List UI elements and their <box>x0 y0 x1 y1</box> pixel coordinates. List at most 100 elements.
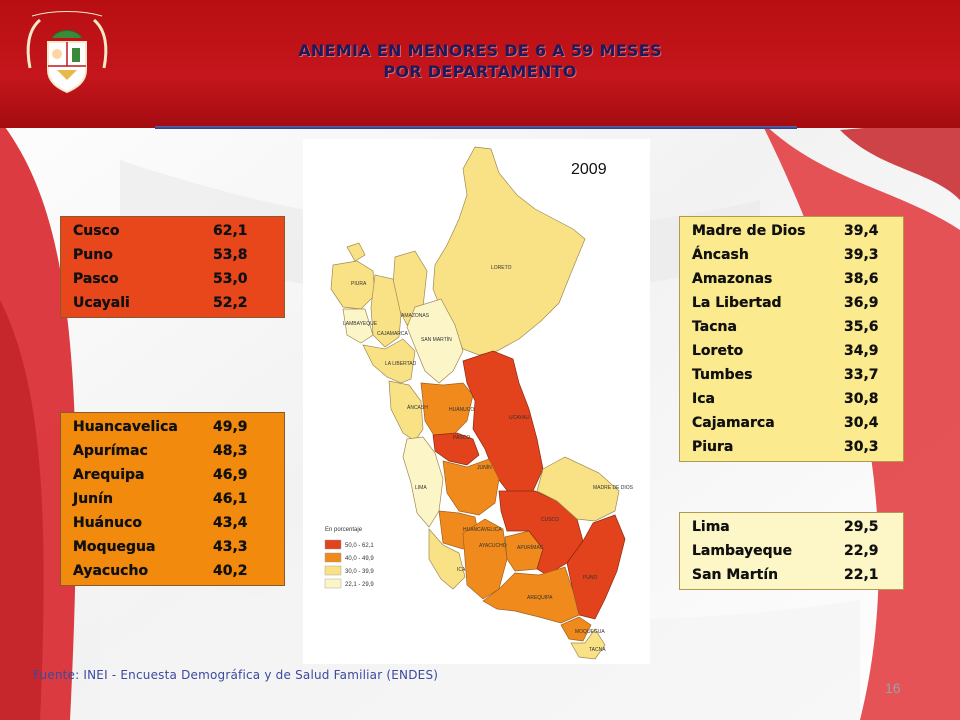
region-loreto <box>432 146 586 356</box>
department-name: Ucayali <box>73 295 130 311</box>
table-row: Piura 30,3 <box>680 435 903 459</box>
table-row: Moquegua 43,3 <box>61 535 284 559</box>
table-mid-high: Huancavelica 49,9 Apurímac 48,3 Arequipa 46,9… <box>60 412 285 586</box>
map-label: MOQUEGUA <box>575 629 605 635</box>
legend-label: 50,0 - 62,1 <box>345 543 374 549</box>
department-name: La Libertad <box>692 295 782 311</box>
table-row: Cusco 62,1 <box>61 219 284 243</box>
table-row: Puno 53,8 <box>61 243 284 267</box>
map-label: PASCO <box>453 435 470 441</box>
region-lambayeque <box>342 308 374 344</box>
anemia-value: 34,9 <box>844 343 879 359</box>
department-name: Madre de Dios <box>692 223 806 239</box>
map-year: 2009 <box>571 161 607 178</box>
table-row: Pasco 53,0 <box>61 267 284 291</box>
map-label: LORETO <box>491 265 512 271</box>
department-name: Áncash <box>692 247 749 263</box>
anemia-value: 46,9 <box>213 467 248 483</box>
legend-label: 22,1 - 29,9 <box>345 582 374 588</box>
region-piura <box>330 260 376 310</box>
map-label: ÁNCASH <box>407 404 428 411</box>
table-row: La Libertad 36,9 <box>680 291 903 315</box>
source-note: Fuente: INEI - Encuesta Demográfica y de… <box>33 668 439 682</box>
department-name: Tacna <box>692 319 737 335</box>
anemia-value: 39,4 <box>844 223 879 239</box>
anemia-value: 22,9 <box>844 543 879 559</box>
title-line-2: POR DEPARTAMENTO <box>383 62 577 81</box>
region-moquegua <box>560 616 592 642</box>
map-label: PUNO <box>583 575 598 581</box>
title-underline <box>155 126 797 129</box>
department-name: Amazonas <box>692 271 773 287</box>
department-name: Cusco <box>73 223 120 239</box>
coat-of-arms-icon <box>26 11 108 94</box>
anemia-value: 39,3 <box>844 247 879 263</box>
table-row: Ica 30,8 <box>680 387 903 411</box>
region-tacna <box>570 628 606 660</box>
anemia-value: 62,1 <box>213 223 248 239</box>
region-madre-de-dios <box>536 456 620 522</box>
table-row: Ayacucho 40,2 <box>61 559 284 583</box>
map-label: APURÍMAC <box>517 544 544 551</box>
map-panel: LORETO PIURA LAMBAYEQUE AMAZONAS CAJAMARCA SA… <box>303 139 650 664</box>
anemia-value: 22,1 <box>844 567 879 583</box>
department-name: Arequipa <box>73 467 145 483</box>
map-label: TACNA <box>589 647 606 653</box>
region-ica <box>428 528 466 590</box>
anemia-value: 49,9 <box>213 419 248 435</box>
page-number: 16 <box>885 680 901 696</box>
map-label: AMAZONAS <box>401 313 430 319</box>
table-high: Cusco 62,1 Puno 53,8 Pasco 53,0 Ucayali 52,2 <box>60 216 285 318</box>
anemia-value: 52,2 <box>213 295 248 311</box>
department-name: Lima <box>692 519 730 535</box>
department-name: Huánuco <box>73 515 142 531</box>
map-label: ICA <box>457 567 466 573</box>
map-label: AYACUCHO <box>479 543 507 549</box>
table-row: Lima 29,5 <box>680 515 903 539</box>
region-la-libertad <box>362 338 416 384</box>
page-title: ANEMIA EN MENORES DE 6 A 59 MESES POR DE… <box>150 40 810 82</box>
anemia-value: 43,3 <box>213 539 248 555</box>
department-name: Moquegua <box>73 539 156 555</box>
table-row: Tacna 35,6 <box>680 315 903 339</box>
map-label: HUÁNUCO <box>449 406 474 413</box>
legend-label: 30,0 - 39,9 <box>345 569 374 575</box>
legend-swatch <box>324 552 342 563</box>
region-puno <box>566 514 626 620</box>
anemia-value: 38,6 <box>844 271 879 287</box>
department-name: Junín <box>73 491 113 507</box>
legend-swatch <box>324 565 342 576</box>
map-label: JUNÍN <box>477 464 492 471</box>
anemia-value: 33,7 <box>844 367 879 383</box>
title-line-1: ANEMIA EN MENORES DE 6 A 59 MESES <box>298 41 662 60</box>
region-tumbes <box>346 242 366 262</box>
region-pasco <box>432 432 480 466</box>
anemia-value: 36,9 <box>844 295 879 311</box>
legend-label: 40,0 - 49,9 <box>345 556 374 562</box>
legend-swatch <box>324 578 342 589</box>
department-name: Apurímac <box>73 443 148 459</box>
anemia-value: 30,8 <box>844 391 879 407</box>
map-label: LA LIBERTAD <box>385 361 417 367</box>
map-label: SAN MARTÍN <box>421 336 452 343</box>
department-name: Loreto <box>692 343 744 359</box>
table-row: Cajamarca 30,4 <box>680 411 903 435</box>
table-row: Huancavelica 49,9 <box>61 415 284 439</box>
region-huanuco <box>420 382 474 438</box>
peru-anemia-map: LORETO PIURA LAMBAYEQUE AMAZONAS CAJAMARCA SA… <box>324 146 634 660</box>
anemia-value: 53,8 <box>213 247 248 263</box>
department-name: Lambayeque <box>692 543 793 559</box>
department-name: Cajamarca <box>692 415 775 431</box>
anemia-value: 43,4 <box>213 515 248 531</box>
map-label: LIMA <box>415 485 427 491</box>
table-row: Huánuco 43,4 <box>61 511 284 535</box>
map-label: UCAYALI <box>509 415 530 421</box>
anemia-value: 30,3 <box>844 439 879 455</box>
department-name: San Martín <box>692 567 779 583</box>
anemia-value: 40,2 <box>213 563 248 579</box>
map-label: AREQUIPA <box>527 595 553 601</box>
legend-title: En porcentaje <box>325 527 363 533</box>
table-row: Apurímac 48,3 <box>61 439 284 463</box>
region-lima <box>402 436 444 528</box>
anemia-value: 48,3 <box>213 443 248 459</box>
